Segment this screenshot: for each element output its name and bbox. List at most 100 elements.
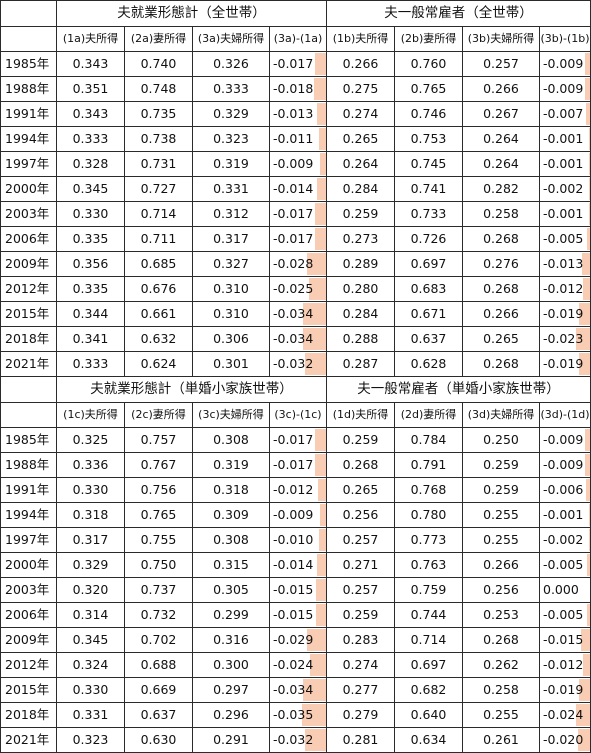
table-row: 2021年 0.323 0.630 0.291 -0.032 0.281 0.634 0.26…	[0, 727, 591, 753]
value-cell: 0.330	[56, 677, 125, 703]
value-cell: 0.318	[192, 477, 270, 503]
diff-cell: -0.017	[269, 51, 327, 77]
cell-value: -0.006	[543, 482, 584, 497]
value-cell: 0.275	[326, 76, 395, 102]
table-row: 2006年 0.335 0.711 0.317 -0.017 0.273 0.726 0.26…	[0, 226, 591, 252]
diff-cell: -0.012	[269, 477, 327, 503]
cell-value: -0.029	[273, 632, 314, 647]
value-cell: 0.335	[56, 276, 125, 302]
corner-cell	[0, 26, 57, 52]
diff-cell: -0.014	[269, 176, 327, 202]
diff-cell: -0.028	[269, 251, 327, 277]
table-row: 1997年 0.328 0.731 0.319 -0.009 0.264 0.745 0.26…	[0, 151, 591, 177]
corner-cell	[0, 402, 57, 428]
cell-value: -0.034	[273, 331, 314, 346]
cell-value: 0.308	[213, 432, 249, 447]
value-cell: 0.265	[326, 477, 395, 503]
diff-cell: -0.001	[539, 126, 591, 152]
year-cell: 2009年	[0, 251, 57, 277]
value-cell: 0.733	[394, 201, 463, 227]
cell-value: -0.002	[543, 181, 584, 196]
diff-bar	[584, 429, 590, 451]
value-cell: 0.336	[56, 452, 125, 478]
cell-value: 0.324	[72, 657, 109, 672]
cell-value: 0.282	[483, 181, 519, 196]
value-cell: 0.757	[124, 427, 193, 453]
year-cell: 2018年	[0, 326, 57, 352]
value-cell: 0.763	[394, 552, 463, 578]
diff-cell: -0.009	[269, 151, 327, 177]
value-cell: 0.255	[462, 502, 540, 528]
diff-bar	[585, 103, 590, 125]
diff-cell: -0.009	[269, 502, 327, 528]
cell-value: 0.257	[342, 582, 379, 597]
value-cell: 0.256	[326, 502, 395, 528]
diff-cell: -0.017	[269, 226, 327, 252]
cell-value: -0.034	[273, 306, 314, 321]
value-cell: 0.329	[192, 101, 270, 127]
year-cell: 2015年	[0, 301, 57, 327]
cell-value: 0.258	[483, 206, 519, 221]
cell-value: 0.748	[140, 81, 177, 96]
value-cell: 0.310	[192, 276, 270, 302]
diff-bar	[316, 178, 326, 200]
cell-value: -0.010	[273, 532, 314, 547]
cell-value: 0.253	[483, 607, 519, 622]
cell-value: 0.268	[483, 281, 519, 296]
cell-value: 0.330	[72, 682, 109, 697]
cell-value: 0.791	[410, 457, 447, 472]
cell-value: 0.279	[342, 707, 379, 722]
diff-bar	[587, 554, 590, 576]
value-cell: 0.326	[192, 51, 270, 77]
diff-cell: -0.009	[539, 76, 591, 102]
cell-value: -0.020	[543, 732, 584, 747]
year-cell: 2021年	[0, 727, 57, 753]
diff-cell: -0.019	[539, 677, 591, 703]
value-cell: 0.765	[124, 502, 193, 528]
cell-value: 0.763	[410, 557, 447, 572]
value-cell: 0.773	[394, 527, 463, 553]
cell-value: 0.264	[342, 156, 379, 171]
cell-value: 0.309	[213, 507, 249, 522]
diff-bar	[584, 53, 590, 75]
table-row: 2000年 0.345 0.727 0.331 -0.014 0.284 0.741 0.28…	[0, 176, 591, 202]
value-cell: 0.268	[462, 627, 540, 653]
value-cell: 0.287	[326, 351, 395, 377]
value-cell: 0.259	[326, 427, 395, 453]
value-cell: 0.682	[394, 677, 463, 703]
diff-bar	[303, 303, 326, 325]
cell-value: 0.637	[410, 331, 447, 346]
value-cell: 0.288	[326, 326, 395, 352]
diff-bar	[318, 128, 326, 150]
cell-value: 0.268	[342, 457, 379, 472]
value-cell: 0.780	[394, 502, 463, 528]
cell-value: -0.017	[273, 457, 314, 472]
cell-value: -0.009	[543, 56, 584, 71]
year-cell: 1997年	[0, 151, 57, 177]
diff-cell: -0.012	[539, 652, 591, 678]
cell-value: 0.266	[483, 557, 519, 572]
diff-cell: -0.014	[269, 552, 327, 578]
diff-cell: -0.007	[539, 101, 591, 127]
value-cell: 0.333	[56, 351, 125, 377]
cell-value: 0.262	[483, 657, 519, 672]
cell-value: 0.697	[410, 657, 447, 672]
cell-value: 0.714	[410, 632, 447, 647]
value-cell: 0.726	[394, 226, 463, 252]
corner-cell	[0, 376, 57, 403]
cell-value: -0.005	[543, 231, 584, 246]
diff-cell: -0.032	[269, 351, 327, 377]
diff-cell: -0.006	[539, 477, 591, 503]
diff-cell: 0.000	[539, 577, 591, 603]
cell-value: 0.735	[140, 106, 177, 121]
value-cell: 0.314	[56, 602, 125, 628]
cell-value: -0.001	[543, 156, 584, 171]
cell-value: 0.266	[483, 81, 519, 96]
value-cell: 0.671	[394, 301, 463, 327]
cell-value: -0.015	[273, 607, 314, 622]
value-cell: 0.356	[56, 251, 125, 277]
value-cell: 0.328	[56, 151, 125, 177]
value-cell: 0.266	[462, 301, 540, 327]
cell-value: 0.284	[342, 181, 379, 196]
cell-value: 0.624	[140, 356, 177, 371]
